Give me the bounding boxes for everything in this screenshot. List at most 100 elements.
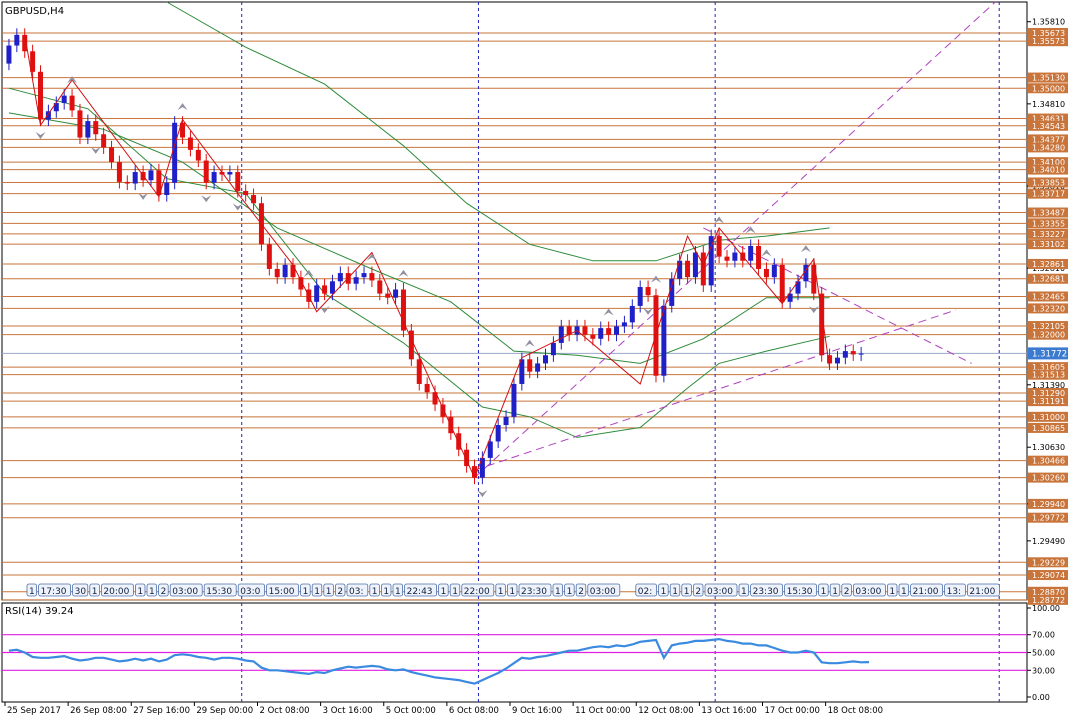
level-label: 1.32861 [1032,260,1065,269]
candle [53,96,59,118]
toolbar-pill[interactable]: 1 [681,583,692,597]
toolbar-pill[interactable]: 03:00 [853,583,886,597]
candle-body [124,181,130,184]
toolbar-pill[interactable]: 1 [829,583,841,597]
toolbar-pill[interactable]: 1 [323,583,334,597]
candle-body [511,383,517,417]
candle-body [834,357,840,364]
toolbar-pill[interactable]: 1 [311,583,323,597]
toolbar-pill[interactable]: 21:00 [967,583,1000,597]
toolbar-pill[interactable]: 03:00 [704,583,738,597]
candle-body [132,172,138,184]
trend-channels [474,1,996,478]
level-label: 1.31000 [1032,413,1065,422]
candle [385,287,391,305]
candle-body [677,260,683,279]
toolbar-pill-box [169,583,203,597]
candle [495,418,501,449]
toolbar-pill[interactable]: 1 [898,583,910,597]
toolbar-pill[interactable]: 1 [552,583,564,597]
toolbar-pill[interactable]: 2 [334,583,346,597]
toolbar-pill-box [704,583,738,597]
toolbar-pill[interactable]: 03: [346,583,369,597]
toolbar-pill[interactable]: 2 [575,583,587,597]
time-tick-label: 17 Oct 00:00 [765,706,820,716]
toolbar-pill[interactable]: 1 [669,583,681,597]
toolbar-pill[interactable]: 15:00 [266,583,300,597]
toolbar-pill[interactable]: 02: [635,583,657,597]
toolbar-pill[interactable]: 30 [72,583,89,597]
toolbar-pill[interactable]: 22:00 [461,583,495,597]
toolbar-pill[interactable]: 1 [564,583,575,597]
toolbar-pill[interactable]: 20:00 [101,583,134,597]
level-label-box [1028,388,1068,398]
toolbar-pill[interactable]: 1 [495,583,506,597]
candle-body [598,328,604,339]
toolbar-pill-box [506,583,518,597]
level-label: 1.35673 [1032,29,1065,38]
candle [187,130,193,157]
level-label: 1.34377 [1032,135,1065,144]
toolbar-pill-label: 30 [75,587,87,597]
toolbar-pill[interactable]: 03:00 [587,583,621,597]
time-tick-label: 9 Oct 16:00 [512,706,562,716]
toolbar-pill-label: 2 [695,587,701,597]
candle-body [6,45,12,64]
toolbar-pill[interactable]: 1 [369,583,380,597]
candle [543,348,549,370]
toolbar-pill[interactable]: 1 [380,583,392,597]
toolbar-pill[interactable]: 1 [438,583,449,597]
toolbar-pill[interactable]: 21:00 [910,583,943,597]
toolbar-pill[interactable]: 2 [158,583,169,597]
toolbar-pill[interactable]: 03:00 [169,583,203,597]
candle-body [779,264,785,302]
toolbar-pill[interactable]: 22:43 [404,583,438,597]
candle-body [369,273,375,281]
toolbar-pill[interactable]: 1 [818,583,829,597]
toolbar-pill[interactable]: 03:0 [237,583,265,597]
candle [614,319,620,342]
candle [400,282,406,338]
toolbar-pill[interactable]: 1 [887,583,898,597]
level-label-box [1028,228,1068,239]
toolbar-pill[interactable]: 2 [841,583,852,597]
toolbar-pill[interactable]: 15:30 [203,583,237,597]
level-label-box [1028,188,1068,199]
toolbar-pill[interactable]: 1 [738,583,750,597]
candle-body [850,351,856,355]
toolbar-pill-box [853,583,886,597]
toolbar-pill-label: 17:30 [41,587,67,597]
toolbar-pill[interactable]: 17:30 [38,583,71,597]
toolbar-pill-box [669,583,681,597]
toolbar-pill[interactable]: 1 [146,583,158,597]
candle [14,28,20,53]
candle [732,245,738,268]
toolbar-pill-label: 1 [567,587,573,597]
toolbar-pill[interactable]: 1 [26,583,38,597]
candle-body [795,281,801,294]
candle [464,443,470,473]
toolbar-pill[interactable]: 1 [89,583,100,597]
candle-body [116,162,122,182]
toolbar-pill[interactable]: 1 [506,583,518,597]
toolbar-pill[interactable]: 1 [300,583,311,597]
toolbar-pill[interactable]: 13: [944,583,966,597]
candles[interactable] [6,28,864,485]
toolbar-pill-label: 02: [638,587,652,597]
candle [803,258,809,288]
fractal-down-marker [643,307,654,315]
toolbar-pill[interactable]: 1 [134,583,146,597]
toolbar-pill[interactable]: 1 [392,583,404,597]
candle-body [827,355,833,364]
toolbar-pill[interactable]: 23:30 [518,583,552,597]
toolbar-pill[interactable]: 15:30 [784,583,817,597]
toolbar-pill[interactable]: 2 [693,583,704,597]
candle-body [763,268,769,278]
toolbar-pill-box [750,583,783,597]
toolbar-pill[interactable]: 23:30 [750,583,783,597]
toolbar-pills-strip[interactable]: 1 17:30 30 1 20:00 1 1 2 03:00 15:30 03:0 15:00 1 1 1 2… [26,583,1000,597]
toolbar-pill[interactable]: 1 [658,583,669,597]
toolbar-pill-label: 2 [844,587,850,597]
toolbar-pill[interactable]: 1 [449,583,461,597]
